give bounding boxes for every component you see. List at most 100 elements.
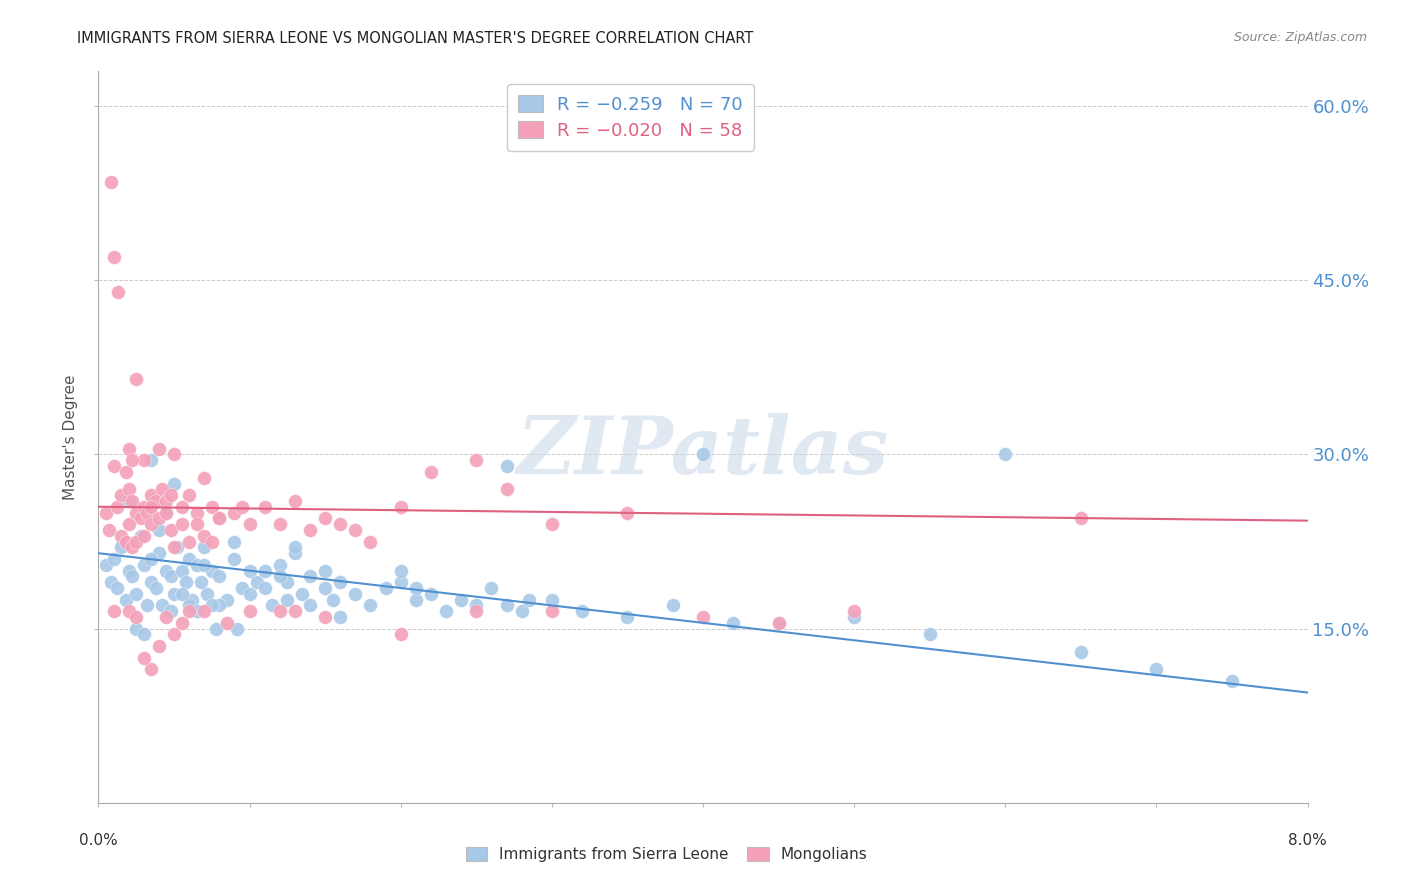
Point bbox=[132, 453, 155, 467]
Point bbox=[118, 604, 141, 618]
Point bbox=[844, 604, 866, 618]
Point bbox=[201, 599, 224, 613]
Point bbox=[125, 610, 148, 624]
Point bbox=[299, 523, 322, 537]
Y-axis label: Master's Degree: Master's Degree bbox=[63, 375, 79, 500]
Point bbox=[1070, 645, 1092, 659]
Point bbox=[215, 592, 238, 607]
Point bbox=[661, 599, 683, 613]
Point bbox=[141, 453, 163, 467]
Point bbox=[186, 604, 208, 618]
Point bbox=[114, 465, 136, 479]
Point bbox=[540, 592, 562, 607]
Point bbox=[616, 610, 638, 624]
Point bbox=[239, 517, 262, 532]
Point bbox=[110, 488, 132, 502]
Point bbox=[103, 604, 125, 618]
Point bbox=[329, 610, 352, 624]
Point bbox=[389, 500, 412, 514]
Point bbox=[121, 541, 143, 555]
Point bbox=[141, 552, 163, 566]
Point bbox=[98, 523, 121, 537]
Point bbox=[269, 517, 291, 532]
Point bbox=[179, 534, 201, 549]
Point bbox=[994, 448, 1017, 462]
Point bbox=[231, 581, 253, 595]
Point bbox=[135, 599, 157, 613]
Point bbox=[374, 581, 396, 595]
Point bbox=[170, 587, 193, 601]
Point bbox=[163, 476, 186, 491]
Point bbox=[186, 506, 208, 520]
Point bbox=[314, 564, 336, 578]
Point bbox=[465, 453, 488, 467]
Point bbox=[141, 488, 163, 502]
Point bbox=[389, 627, 412, 641]
Point bbox=[132, 529, 155, 543]
Point bbox=[434, 604, 457, 618]
Point bbox=[129, 511, 152, 525]
Point bbox=[692, 610, 714, 624]
Point bbox=[360, 599, 382, 613]
Point bbox=[360, 534, 382, 549]
Point bbox=[107, 285, 129, 299]
Point bbox=[121, 494, 143, 508]
Point bbox=[495, 459, 517, 474]
Point bbox=[495, 599, 517, 613]
Point bbox=[148, 523, 170, 537]
Point bbox=[121, 453, 143, 467]
Point bbox=[405, 581, 427, 595]
Point bbox=[148, 639, 170, 653]
Point bbox=[329, 575, 352, 590]
Point bbox=[299, 569, 322, 583]
Point bbox=[226, 622, 249, 636]
Point bbox=[148, 546, 170, 560]
Point bbox=[208, 511, 231, 525]
Point bbox=[114, 534, 136, 549]
Point bbox=[155, 564, 177, 578]
Point bbox=[193, 604, 215, 618]
Point bbox=[103, 250, 125, 264]
Point bbox=[166, 541, 188, 555]
Point bbox=[224, 506, 246, 520]
Point bbox=[163, 448, 186, 462]
Point bbox=[299, 599, 322, 613]
Point bbox=[100, 175, 122, 189]
Point bbox=[193, 529, 215, 543]
Point bbox=[692, 448, 714, 462]
Point bbox=[844, 610, 866, 624]
Point bbox=[510, 604, 533, 618]
Point bbox=[269, 569, 291, 583]
Point bbox=[1070, 511, 1092, 525]
Point bbox=[163, 541, 186, 555]
Point bbox=[125, 506, 148, 520]
Point bbox=[344, 523, 367, 537]
Text: Source: ZipAtlas.com: Source: ZipAtlas.com bbox=[1233, 31, 1367, 45]
Point bbox=[174, 575, 197, 590]
Point bbox=[148, 511, 170, 525]
Point bbox=[405, 592, 427, 607]
Point bbox=[208, 569, 231, 583]
Point bbox=[125, 372, 148, 386]
Point bbox=[179, 552, 201, 566]
Point bbox=[253, 564, 276, 578]
Point bbox=[246, 575, 269, 590]
Point bbox=[269, 558, 291, 572]
Point bbox=[284, 494, 307, 508]
Point bbox=[540, 604, 562, 618]
Legend: Immigrants from Sierra Leone, Mongolians: Immigrants from Sierra Leone, Mongolians bbox=[460, 841, 873, 868]
Text: 0.0%: 0.0% bbox=[79, 833, 118, 848]
Point bbox=[118, 483, 141, 497]
Point bbox=[768, 615, 790, 630]
Point bbox=[495, 483, 517, 497]
Point bbox=[276, 575, 298, 590]
Point bbox=[215, 615, 238, 630]
Point bbox=[155, 506, 177, 520]
Point bbox=[155, 610, 177, 624]
Point bbox=[170, 615, 193, 630]
Point bbox=[125, 622, 148, 636]
Point bbox=[141, 575, 163, 590]
Point bbox=[239, 604, 262, 618]
Point bbox=[132, 500, 155, 514]
Point bbox=[269, 604, 291, 618]
